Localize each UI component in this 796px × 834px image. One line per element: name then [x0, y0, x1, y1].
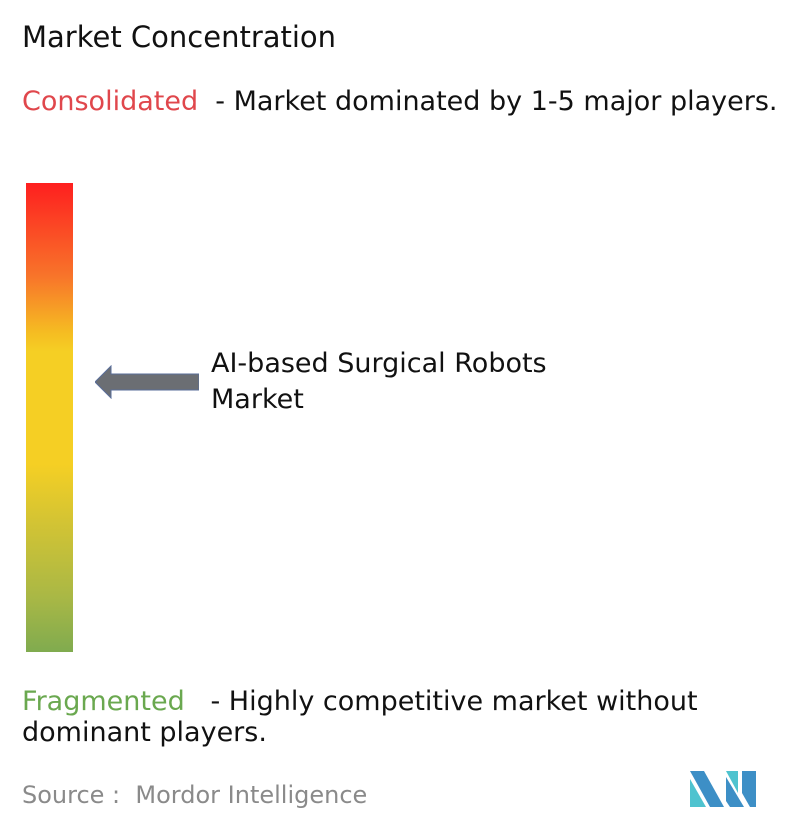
page-title: Market Concentration [22, 20, 337, 54]
market-label: AI-based Surgical Robots Market [211, 348, 547, 415]
concentration-gradient-bar [26, 183, 73, 652]
consolidated-text: - Market dominated by 1-5 major players. [198, 86, 778, 117]
fragmented-text: - Highly competitive market without domi… [22, 686, 707, 748]
consolidated-description: Consolidated - Market dominated by 1-5 m… [22, 86, 792, 117]
fragmented-label: Fragmented [22, 686, 185, 717]
source-text: Source : Mordor Intelligence [22, 781, 368, 809]
consolidated-label: Consolidated [22, 86, 199, 117]
fragmented-description: Fragmented - Highly competitive market w… [22, 686, 792, 748]
arrow-left-icon [95, 365, 199, 399]
mordor-logo [690, 771, 756, 807]
